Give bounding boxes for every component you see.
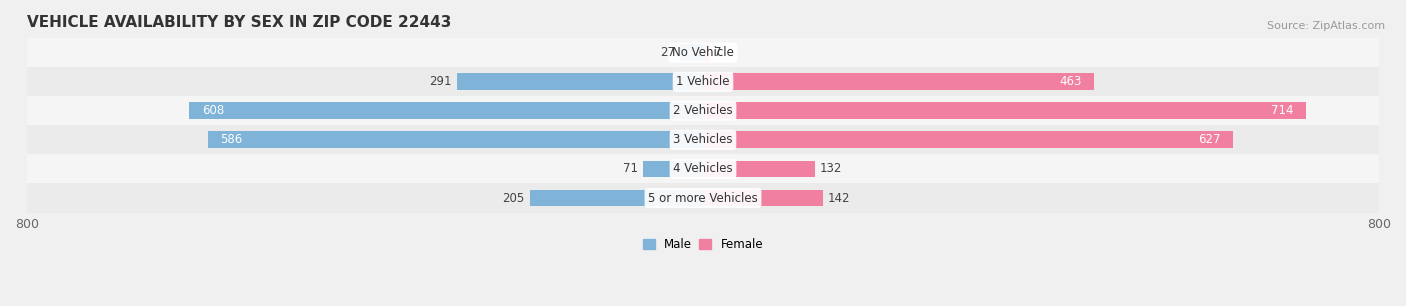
Text: 7: 7 [714,46,721,59]
Text: 1 Vehicle: 1 Vehicle [676,75,730,88]
Bar [703,73,1094,90]
Text: 3 Vehicles: 3 Vehicles [673,133,733,146]
Bar [703,132,1233,148]
Bar [27,96,1379,125]
Bar [27,125,1379,155]
Text: 586: 586 [221,133,243,146]
Text: 142: 142 [828,192,851,204]
Bar [703,44,709,61]
Bar [27,67,1379,96]
Text: 132: 132 [820,162,842,175]
Bar [681,44,703,61]
Text: 2 Vehicles: 2 Vehicles [673,104,733,117]
Text: No Vehicle: No Vehicle [672,46,734,59]
Legend: Male, Female: Male, Female [638,233,768,256]
Bar [643,161,703,177]
Text: 205: 205 [502,192,524,204]
Bar [457,73,703,90]
Text: 627: 627 [1198,133,1220,146]
Bar [27,184,1379,213]
Bar [703,190,823,207]
Text: 71: 71 [623,162,638,175]
Text: Source: ZipAtlas.com: Source: ZipAtlas.com [1267,21,1385,32]
Bar [530,190,703,207]
Text: 608: 608 [202,104,224,117]
Text: 5 or more Vehicles: 5 or more Vehicles [648,192,758,204]
Bar [27,38,1379,67]
Bar [190,103,703,119]
Text: VEHICLE AVAILABILITY BY SEX IN ZIP CODE 22443: VEHICLE AVAILABILITY BY SEX IN ZIP CODE … [27,15,451,30]
Text: 27: 27 [659,46,675,59]
Bar [208,132,703,148]
Text: 291: 291 [430,75,453,88]
Bar [703,103,1306,119]
Bar [703,161,814,177]
Bar [27,155,1379,184]
Text: 463: 463 [1059,75,1081,88]
Text: 4 Vehicles: 4 Vehicles [673,162,733,175]
Text: 714: 714 [1271,104,1294,117]
